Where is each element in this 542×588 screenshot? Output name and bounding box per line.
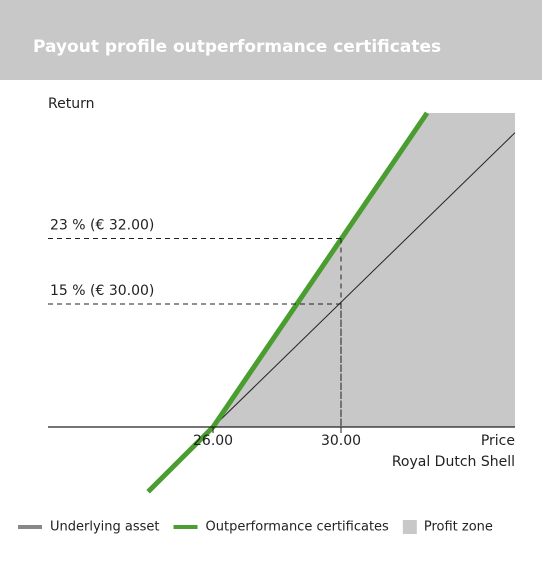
- legend-label: Underlying asset: [50, 520, 160, 535]
- annotation-label: 23 % (€ 32.00): [50, 217, 154, 233]
- chart-title: Payout profile outperformance certificat…: [33, 37, 441, 57]
- x-axis-label: Price: [481, 433, 515, 449]
- profit-zone: [213, 113, 515, 428]
- x-tick-label: 30.00: [321, 433, 361, 449]
- legend-label: Profit zone: [424, 520, 493, 535]
- series-line: [212, 132, 516, 428]
- x-tick-label: 26.00: [193, 433, 233, 449]
- title-bar: [0, 0, 542, 80]
- legend-swatch: [402, 520, 417, 534]
- legend-label: Outperformance certificates: [206, 520, 390, 535]
- x-axis-sublabel: Royal Dutch Shell: [392, 454, 515, 470]
- y-axis-label: Return: [48, 96, 94, 112]
- annotation-label: 15 % (€ 30.00): [50, 283, 154, 299]
